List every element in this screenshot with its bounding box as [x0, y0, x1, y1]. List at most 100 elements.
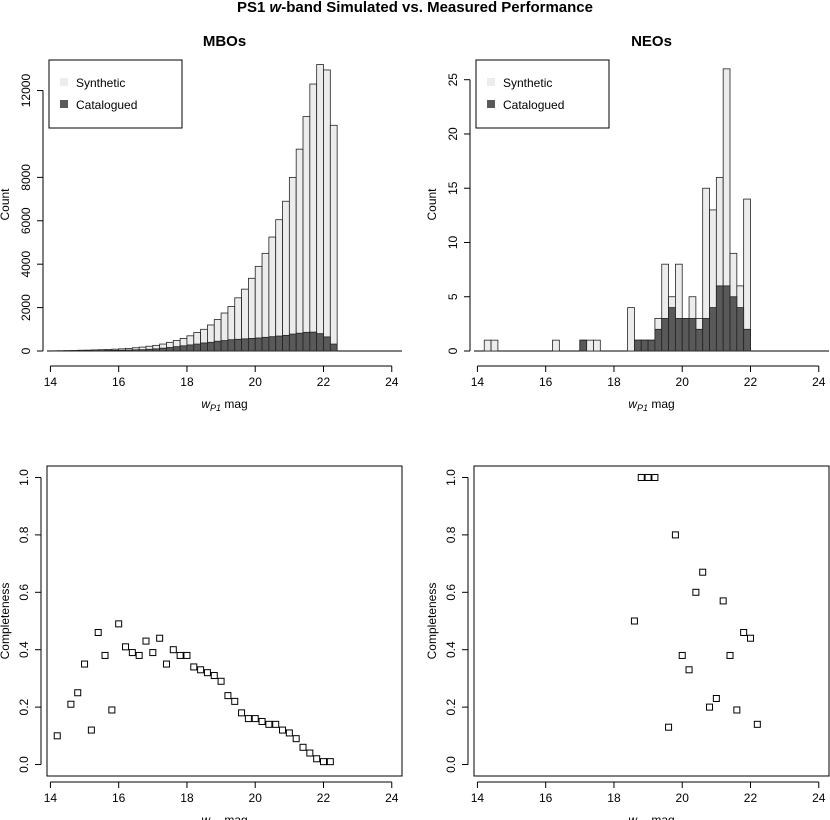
completeness-point: [313, 755, 321, 763]
catalogued-bar: [661, 318, 669, 352]
completeness-point: [726, 651, 734, 659]
completeness-point: [326, 758, 334, 766]
x-axis-label: wP1 mag: [201, 813, 247, 820]
catalogued-bar: [640, 339, 649, 352]
y-tick-label: 0.8: [444, 526, 458, 543]
catalogued-bar: [316, 333, 324, 352]
y-tick-label: 8000: [19, 164, 33, 191]
completeness-point: [142, 637, 150, 645]
x-tick-label: 20: [249, 791, 263, 805]
catalogued-bar: [186, 344, 195, 352]
y-tick-label: 2000: [19, 294, 33, 321]
y-tick-label: 10: [446, 235, 460, 249]
catalogued-bar: [722, 285, 731, 352]
legend: Synthetic Catalogued: [475, 59, 610, 129]
completeness-point: [197, 666, 205, 674]
catalogued-bar: [172, 346, 181, 352]
catalogued-bar: [715, 285, 724, 352]
y-tick-label: 12000: [19, 74, 33, 108]
completeness-point: [183, 651, 191, 659]
synthetic-bar: [329, 124, 338, 352]
catalogued-bar: [579, 339, 588, 352]
x-tick-label: 14: [471, 791, 485, 805]
x-tick-label: 18: [607, 375, 621, 389]
completeness-point: [67, 700, 75, 708]
x-tick-label: 14: [471, 375, 485, 389]
catalogued-bar: [152, 348, 161, 352]
legend-swatch-synthetic: [60, 78, 68, 86]
completeness-point: [712, 695, 720, 702]
completeness-point: [169, 646, 177, 654]
completeness-point: [162, 660, 170, 668]
catalogued-bar: [234, 338, 242, 352]
completeness-point: [101, 651, 109, 659]
synthetic-bar: [323, 69, 331, 352]
synthetic-bar: [586, 339, 594, 352]
completeness-point: [176, 651, 184, 659]
catalogued-bar: [254, 337, 263, 352]
completeness-point: [678, 651, 686, 659]
neo-completeness-panel: 14 16 18 20 22 24 wP1 mag 0.0 0.2 0.4 0.6 0.8 1.0 Com…: [425, 465, 830, 820]
catalogued-bar: [241, 338, 249, 352]
catalogued-bar: [131, 349, 140, 352]
y-tick-label: 1.0: [444, 469, 458, 486]
catalogued-bar: [268, 336, 277, 352]
catalogued-bar: [200, 342, 208, 352]
completeness-point: [319, 758, 327, 766]
completeness-point: [637, 473, 645, 481]
catalogued-bar: [138, 349, 147, 352]
legend-label-catalogued: Catalogued: [503, 98, 564, 112]
completeness-point: [685, 666, 693, 674]
y-tick-label: 0.4: [17, 641, 31, 658]
synthetic-bar: [268, 236, 277, 352]
completeness-point: [251, 715, 259, 723]
catalogued-bar: [681, 318, 690, 352]
completeness-point: [190, 663, 198, 671]
mbo-histogram-panel: MBOs 14 16 18 20 22 24 wP1 mag 0 2000 4000 6000 8000…: [0, 33, 402, 413]
completeness-point: [299, 743, 307, 751]
synthetic-bar: [302, 116, 311, 352]
completeness-point: [306, 749, 314, 757]
completeness-point: [272, 720, 280, 728]
catalogued-bar: [179, 345, 188, 352]
x-tick-label: 16: [112, 375, 126, 389]
synthetic-bar: [593, 339, 601, 352]
completeness-point: [671, 531, 679, 539]
y-tick-label: 25: [446, 73, 460, 87]
synthetic-bar: [275, 219, 283, 352]
x-tick-label: 24: [812, 375, 826, 389]
synthetic-bar: [483, 339, 492, 352]
completeness-point: [210, 672, 218, 680]
catalogued-bar: [247, 338, 256, 352]
catalogued-bar: [295, 332, 304, 352]
completeness-point: [733, 706, 741, 714]
completeness-point: [258, 717, 266, 725]
catalogued-bar: [111, 349, 120, 352]
completeness-point: [224, 692, 232, 700]
y-tick-label: 0.6: [17, 584, 31, 601]
legend-box: [475, 59, 610, 129]
synthetic-bar: [309, 83, 318, 352]
completeness-point: [692, 588, 700, 596]
panel-title: MBOs: [203, 33, 246, 50]
plot-frame: [473, 465, 830, 777]
catalogued-bar: [702, 318, 710, 352]
y-tick-label: 20: [446, 127, 460, 141]
y-tick-label: 0.4: [444, 641, 458, 658]
catalogued-bar: [688, 318, 697, 352]
x-tick-label: 14: [44, 375, 58, 389]
legend: Synthetic Catalogued: [48, 59, 183, 129]
legend-label-synthetic: Synthetic: [76, 76, 125, 90]
completeness-point: [644, 473, 652, 481]
y-tick-label: 0: [19, 347, 33, 354]
catalogued-bar: [166, 347, 174, 352]
completeness-point: [128, 649, 136, 657]
y-tick-label: 0: [446, 347, 460, 354]
catalogued-bar: [743, 328, 751, 352]
catalogued-bar: [288, 333, 297, 352]
catalogued-bar: [145, 348, 154, 352]
x-tick-label: 14: [44, 791, 58, 805]
completeness-point: [292, 735, 300, 743]
synthetic-bar: [316, 64, 324, 352]
